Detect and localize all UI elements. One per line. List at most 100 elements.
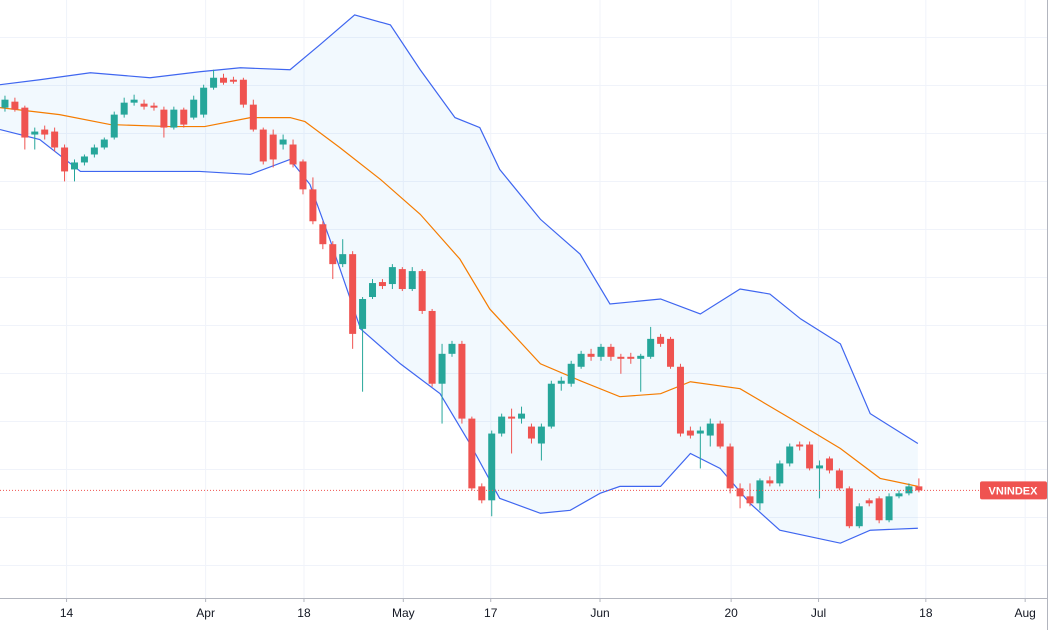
candle-body — [11, 101, 19, 110]
band-fill — [0, 14, 918, 544]
candle-body — [249, 104, 257, 130]
candle-body — [418, 271, 426, 311]
candle-body — [577, 353, 585, 367]
candle-body — [71, 162, 79, 170]
candle-body — [200, 87, 208, 115]
candle-body — [845, 488, 853, 527]
band-line — [0, 14, 919, 445]
candle-body — [597, 346, 605, 357]
candle-body — [508, 416, 516, 419]
candle-body — [170, 109, 178, 128]
candle-body — [766, 480, 774, 484]
candle-body — [90, 147, 98, 155]
candle-body — [140, 103, 148, 107]
candle-body — [190, 99, 198, 118]
candle-body — [289, 144, 297, 165]
candle-body — [359, 299, 367, 329]
symbol-tag — [980, 481, 1047, 500]
candle-body — [329, 244, 337, 265]
candle-body — [895, 493, 903, 497]
candle-body — [736, 488, 744, 497]
candle-body — [51, 131, 59, 148]
candle-body — [458, 343, 466, 419]
candle-body — [835, 470, 843, 489]
candle-body — [130, 99, 138, 103]
candle-body — [706, 423, 714, 436]
candle-body — [617, 356, 625, 359]
candle-body — [319, 224, 327, 245]
candle-body — [378, 282, 386, 287]
x-tick-label: 18 — [919, 606, 933, 620]
x-tick-label: Jun — [590, 606, 609, 620]
candle-body — [905, 486, 913, 494]
x-tick-label: 14 — [60, 606, 74, 620]
horizontal-grid — [0, 37, 1047, 566]
candle-body — [41, 129, 49, 135]
candle-body — [796, 444, 804, 447]
candle-body — [468, 418, 476, 489]
candle-body — [31, 131, 39, 135]
candle-body — [667, 338, 675, 367]
candle-body — [180, 109, 188, 125]
candle-body — [299, 161, 307, 190]
candle-body — [716, 423, 724, 447]
candle-body — [259, 129, 267, 162]
candle-body — [438, 353, 446, 384]
candle-body — [686, 430, 694, 436]
candle-body — [309, 189, 317, 222]
candle-body — [229, 79, 237, 82]
candle-body — [150, 105, 158, 108]
band-line — [0, 128, 918, 544]
x-tick-label: 18 — [297, 606, 311, 620]
candle-body — [627, 356, 635, 359]
candle-body — [478, 486, 486, 501]
candle-body — [110, 114, 118, 138]
candle-body — [567, 363, 575, 384]
candle-body — [100, 139, 108, 148]
candle-body — [776, 463, 784, 484]
candle-body — [488, 433, 496, 501]
candle-body — [657, 336, 665, 344]
candle-body — [647, 338, 655, 357]
x-tick-label: May — [392, 606, 415, 620]
candle-body — [756, 480, 764, 504]
candle-body — [637, 355, 645, 359]
candle-body — [885, 496, 893, 521]
candle-body — [547, 383, 555, 427]
candle-body — [448, 343, 456, 354]
candle-body — [339, 254, 347, 265]
x-tick-label: Jul — [811, 606, 826, 620]
candle-body — [279, 139, 287, 145]
candle-body — [269, 134, 277, 160]
candle-body — [726, 446, 734, 489]
candle-body — [21, 107, 29, 138]
candle-body — [428, 310, 436, 384]
candle-body — [120, 102, 128, 115]
candle-body — [220, 77, 228, 83]
candle-body — [696, 430, 704, 434]
candle-body — [388, 267, 396, 285]
candle-body — [676, 366, 684, 434]
candle-body — [160, 109, 168, 128]
symbol-tag-label: VNINDEX — [989, 485, 1039, 497]
candle-body — [210, 77, 218, 88]
candle-body — [865, 500, 873, 504]
candle-body — [875, 498, 883, 521]
candle-body — [408, 271, 416, 290]
candle-body — [369, 283, 377, 298]
candle-body — [80, 156, 88, 163]
candle-body — [557, 380, 565, 384]
candle-body — [518, 413, 526, 419]
candle-body — [587, 353, 595, 357]
candle-body — [349, 254, 357, 334]
x-tick-label: Apr — [196, 606, 215, 620]
candle-body — [816, 465, 824, 469]
candle-body — [498, 416, 506, 434]
candle-body — [786, 446, 794, 464]
candle-body — [61, 147, 69, 172]
band-line — [0, 107, 919, 487]
candle-body — [527, 426, 535, 439]
candle-body — [398, 269, 406, 290]
